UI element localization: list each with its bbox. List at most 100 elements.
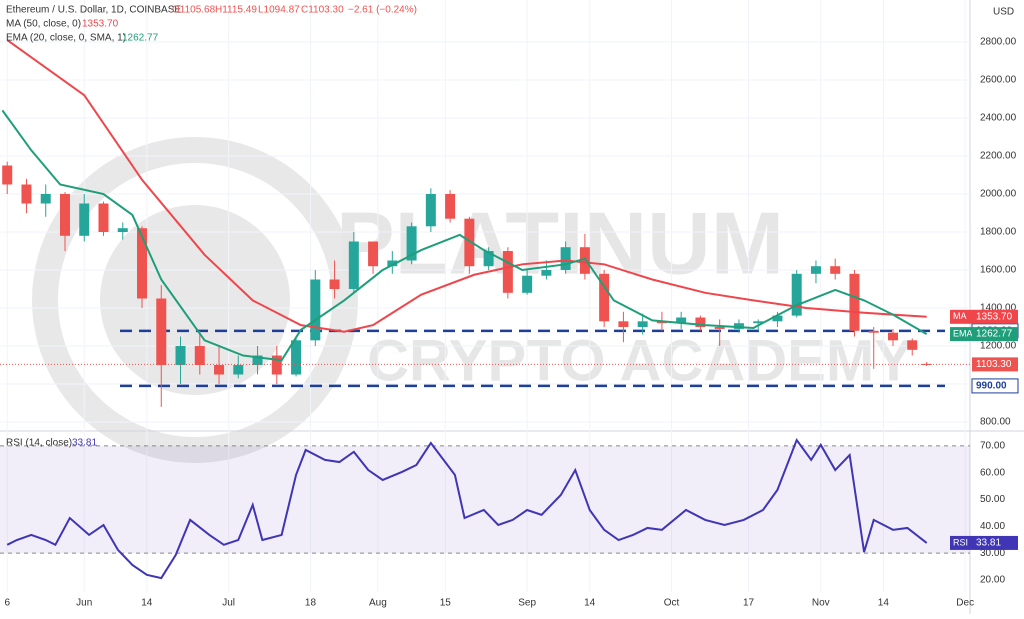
candle-body xyxy=(579,247,590,274)
candle-body xyxy=(541,270,552,276)
candle-body xyxy=(406,226,417,261)
overlay-line xyxy=(1,109,928,362)
price-tag-value: 1262.77 xyxy=(976,329,1013,340)
candle-body xyxy=(676,317,687,324)
candle-body xyxy=(695,317,706,328)
candle-body xyxy=(79,203,90,236)
y-tick-label: 2000.00 xyxy=(980,189,1017,200)
price-tag xyxy=(950,327,972,342)
candle-body xyxy=(291,340,302,375)
x-tick-label: Jun xyxy=(76,598,92,609)
header-ohlc: C1103.30 xyxy=(301,5,344,16)
candle-body xyxy=(907,340,918,350)
header-change: −2.61 (−0.24%) xyxy=(348,5,417,16)
x-tick-label: Aug xyxy=(369,598,387,609)
candle-body xyxy=(117,228,128,233)
candle-body xyxy=(656,321,667,324)
y-tick-label: 1400.00 xyxy=(980,303,1017,314)
legend-value: 1353.70 xyxy=(82,19,119,30)
candle-body xyxy=(483,251,494,267)
candle-body xyxy=(810,266,821,274)
candle-body xyxy=(98,203,109,233)
price-tag-value: 33.81 xyxy=(976,538,1001,549)
candle-body xyxy=(175,346,186,366)
y-tick-label: 30.00 xyxy=(980,548,1005,559)
candle-body xyxy=(310,279,321,341)
candle-body xyxy=(599,273,610,322)
header-ohlc: O1105.68 xyxy=(172,5,216,16)
x-tick-label: Jul xyxy=(222,598,235,609)
y-tick-label: 2800.00 xyxy=(980,37,1017,48)
price-tag-value: 1103.30 xyxy=(976,359,1012,370)
watermark: PLATINUM CRYPTO ACADEMY xyxy=(32,137,913,463)
price-tag xyxy=(950,535,972,550)
candle-body xyxy=(637,321,648,328)
candle-body xyxy=(233,365,244,375)
candle-body xyxy=(522,275,533,293)
candle-body xyxy=(368,241,379,267)
candle-body xyxy=(252,355,263,366)
y-tick-label: 2600.00 xyxy=(980,75,1017,86)
y-tick-label: 60.00 xyxy=(980,467,1005,478)
header-ohlc: H1115.49 xyxy=(215,5,257,16)
rsi-line xyxy=(6,437,928,580)
y-tick-label: 1200.00 xyxy=(980,341,1017,352)
price-tag xyxy=(972,535,1018,550)
candle-body xyxy=(887,332,898,341)
price-tag xyxy=(972,327,1018,342)
candle-body xyxy=(387,260,398,267)
watermark-text: PLATINUM xyxy=(336,193,784,292)
price-tag-name: RSI xyxy=(953,537,968,547)
x-tick-label: 14 xyxy=(878,598,890,609)
x-tick-label: 15 xyxy=(440,598,452,609)
x-tick-label: 17 xyxy=(743,598,755,609)
level-label: 990.00 xyxy=(976,381,1007,392)
candle-body xyxy=(137,228,148,299)
candle-body xyxy=(271,355,282,375)
candle-body xyxy=(348,241,359,290)
watermark-text: CRYPTO ACADEMY xyxy=(367,328,913,393)
candle-body xyxy=(464,218,475,267)
rsi-band xyxy=(0,445,970,554)
candle-body xyxy=(40,194,51,204)
x-tick-label: 18 xyxy=(305,598,317,609)
y-tick-label: 800.00 xyxy=(980,417,1011,428)
legend-name: EMA (20, close, 0, SMA, 1) xyxy=(6,33,126,44)
legend-name: MA (50, close, 0) xyxy=(6,19,81,30)
header-ohlc: L1094.87 xyxy=(258,5,300,16)
y-tick-label: 70.00 xyxy=(980,441,1005,452)
candle-body xyxy=(2,165,13,185)
x-tick-label: 14 xyxy=(584,598,596,609)
price-tag-name: MA xyxy=(953,311,967,321)
y-tick-label: 2400.00 xyxy=(980,113,1017,124)
rsi-legend-name: RSI (14, close) xyxy=(6,438,72,449)
candle-body xyxy=(21,184,32,204)
y-tick-label: 20.00 xyxy=(980,575,1005,586)
candle-body xyxy=(921,363,932,365)
overlay-line xyxy=(6,39,927,333)
price-tag xyxy=(972,309,1018,324)
header-title: Ethereum / U.S. Dollar, 1D, COINBASE xyxy=(6,5,181,16)
candle-body xyxy=(214,365,225,375)
candle-body xyxy=(753,321,764,324)
x-tick-label: Sep xyxy=(518,598,536,609)
candle-body xyxy=(733,323,744,329)
rsi-legend-value: 33.81 xyxy=(72,438,97,449)
price-tag xyxy=(972,357,1018,372)
candle-body xyxy=(772,315,783,322)
watermark-logo xyxy=(100,205,290,395)
candle-body xyxy=(445,194,456,219)
currency-label: USD xyxy=(993,7,1014,18)
candle-body xyxy=(156,298,167,366)
candle-body xyxy=(849,273,860,331)
y-tick-label: 50.00 xyxy=(980,494,1005,505)
y-tick-label: 1600.00 xyxy=(980,265,1017,276)
candle-body xyxy=(791,273,802,316)
candle-body xyxy=(714,327,725,329)
candle-body xyxy=(618,321,629,328)
candle-body xyxy=(194,346,205,366)
level-tag xyxy=(971,378,1019,394)
candle-body xyxy=(868,330,879,333)
price-tag xyxy=(950,309,972,324)
